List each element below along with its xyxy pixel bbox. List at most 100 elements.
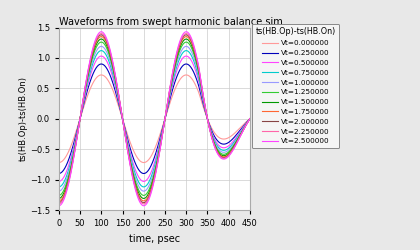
X-axis label: time, psec: time, psec <box>129 234 180 243</box>
Vt=1.750000 <box>138 197 143 200</box>
Vt=2.500000 <box>244 124 249 126</box>
Vt=1.500000 <box>223 154 228 157</box>
Vt=1.250000 <box>129 167 134 170</box>
Vt=2.250000 <box>78 114 83 117</box>
Vt=2.250000 <box>129 173 134 176</box>
Line: Vt=0.750000: Vt=0.750000 <box>59 50 250 187</box>
Vt=2.000000 <box>247 117 252 120</box>
Vt=1.500000 <box>129 169 134 172</box>
Vt=0.250000 <box>247 117 252 120</box>
Vt=2.500000 <box>56 204 61 207</box>
Vt=1.000000 <box>184 45 189 48</box>
Vt=2.500000 <box>223 157 228 160</box>
Vt=1.500000 <box>89 56 94 59</box>
Vt=1.500000 <box>244 123 249 126</box>
Vt=1.750000 <box>78 114 83 117</box>
Vt=1.000000 <box>89 62 94 64</box>
Line: Vt=1.500000: Vt=1.500000 <box>59 39 250 198</box>
Vt=2.000000 <box>184 33 189 36</box>
Vt=2.000000 <box>89 52 94 56</box>
Line: Vt=2.000000: Vt=2.000000 <box>59 35 250 203</box>
Vt=0.000000 <box>89 84 94 86</box>
Vt=0.500000 <box>78 115 83 118</box>
Vt=2.000000 <box>56 201 61 204</box>
Legend: Vt=0.000000, Vt=0.250000, Vt=0.500000, Vt=0.750000, Vt=1.000000, Vt=1.250000, Vt: Vt=0.000000, Vt=0.250000, Vt=0.500000, V… <box>252 24 339 148</box>
Vt=1.250000 <box>244 123 249 126</box>
Line: Vt=2.250000: Vt=2.250000 <box>59 34 250 204</box>
Vt=1.250000 <box>247 117 252 120</box>
Vt=1.250000 <box>78 114 83 117</box>
Vt=0.750000 <box>244 122 249 125</box>
Vt=1.750000 <box>56 200 61 202</box>
Vt=1.750000 <box>129 171 134 174</box>
Vt=2.500000 <box>138 202 143 204</box>
Vt=2.500000 <box>89 50 94 53</box>
Vt=0.000000 <box>56 161 61 164</box>
Vt=2.000000 <box>129 172 134 175</box>
Vt=2.250000 <box>89 52 94 54</box>
Vt=0.250000 <box>129 153 134 156</box>
Vt=2.500000 <box>78 114 83 117</box>
Vt=0.250000 <box>78 115 83 118</box>
Vt=1.000000 <box>223 150 228 154</box>
Vt=2.000000 <box>244 123 249 126</box>
Vt=0.250000 <box>184 62 189 66</box>
Vt=2.000000 <box>223 156 228 159</box>
Vt=0.250000 <box>56 172 61 175</box>
Vt=0.500000 <box>56 180 61 183</box>
Vt=2.000000 <box>138 198 143 202</box>
Line: Vt=1.000000: Vt=1.000000 <box>59 46 250 191</box>
Vt=0.750000 <box>89 65 94 68</box>
Vt=0.000000 <box>223 137 228 140</box>
Vt=2.500000 <box>247 117 252 120</box>
Vt=0.500000 <box>244 122 249 125</box>
Vt=0.250000 <box>138 170 143 173</box>
Text: Waveforms from swept harmonic balance sim.: Waveforms from swept harmonic balance si… <box>59 17 286 27</box>
Vt=2.500000 <box>129 174 134 177</box>
Vt=1.750000 <box>89 54 94 57</box>
Vt=1.000000 <box>129 164 134 167</box>
Vt=0.000000 <box>184 74 189 76</box>
Vt=0.250000 <box>89 75 94 78</box>
Vt=2.250000 <box>244 123 249 126</box>
Vt=0.750000 <box>129 162 134 164</box>
Vt=0.000000 <box>247 117 252 120</box>
Vt=1.500000 <box>247 117 252 120</box>
Vt=0.000000 <box>244 120 249 123</box>
Vt=1.750000 <box>184 35 189 38</box>
Vt=1.000000 <box>247 117 252 120</box>
Line: Vt=1.250000: Vt=1.250000 <box>59 42 250 196</box>
Vt=0.250000 <box>244 121 249 124</box>
Vt=0.500000 <box>247 117 252 120</box>
Line: Vt=1.750000: Vt=1.750000 <box>59 37 250 201</box>
Line: Vt=0.500000: Vt=0.500000 <box>59 56 250 182</box>
Vt=1.750000 <box>223 155 228 158</box>
Vt=0.750000 <box>56 186 61 188</box>
Vt=0.500000 <box>129 158 134 161</box>
Vt=1.750000 <box>244 123 249 126</box>
Vt=0.250000 <box>223 142 228 145</box>
Vt=0.000000 <box>78 116 83 118</box>
Line: Vt=0.000000: Vt=0.000000 <box>59 75 250 162</box>
Vt=1.000000 <box>244 122 249 126</box>
Vt=0.750000 <box>138 183 143 186</box>
Vt=2.250000 <box>138 200 143 203</box>
Vt=0.000000 <box>138 160 143 163</box>
Vt=1.750000 <box>247 117 252 120</box>
Vt=0.000000 <box>129 146 134 149</box>
Vt=1.250000 <box>56 194 61 197</box>
Vt=0.750000 <box>184 49 189 52</box>
Vt=0.750000 <box>247 117 252 120</box>
Vt=1.500000 <box>138 194 143 198</box>
Vt=0.750000 <box>78 114 83 117</box>
Vt=1.000000 <box>78 114 83 117</box>
Y-axis label: ts(HB.Op)-ts(HB.On): ts(HB.Op)-ts(HB.On) <box>19 76 28 161</box>
Vt=1.500000 <box>184 38 189 40</box>
Vt=2.250000 <box>247 117 252 120</box>
Vt=1.250000 <box>138 192 143 194</box>
Vt=0.500000 <box>89 69 94 72</box>
Vt=0.500000 <box>223 146 228 149</box>
Vt=2.250000 <box>223 156 228 159</box>
Vt=1.500000 <box>56 197 61 200</box>
Vt=2.250000 <box>184 32 189 35</box>
